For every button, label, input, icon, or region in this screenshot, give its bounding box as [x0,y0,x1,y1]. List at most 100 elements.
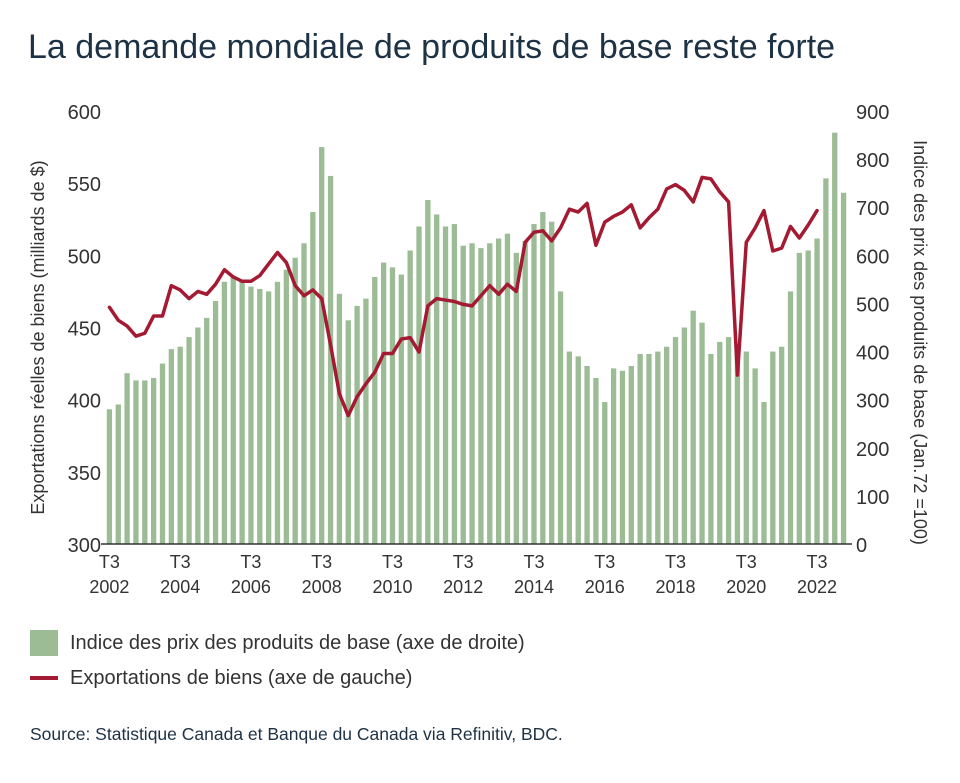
chart-bar [274,281,281,544]
chart-bar [186,337,192,544]
x-tick-label: 2022 [797,577,837,597]
chart-bar [336,293,343,544]
chart-bar [283,269,289,544]
chart-bar [425,200,431,544]
x-tick-label: 2020 [726,577,766,597]
chart-bar [354,305,360,544]
legend-bars-label: Indice des prix des produits de base (ax… [70,631,525,654]
x-tick-label: T3 [99,552,120,572]
chart-bar [434,214,440,544]
chart-bar [133,380,139,544]
chart-bar [796,252,803,544]
chart-bar [708,353,714,544]
chart-bar [690,310,696,544]
chart-bar [531,224,537,544]
x-tick-label: 2016 [585,577,625,597]
chart-bar [115,404,121,544]
x-tick-label: T3 [736,552,757,572]
source-note: Source: Statistique Canada et Banque du … [30,724,563,744]
chart-bar [451,224,458,544]
x-tick-label: 2010 [372,577,412,597]
chart-bar [363,298,369,544]
chart-bar [513,252,519,544]
chart-bar [292,257,298,544]
chart-bar [265,291,272,544]
chart-bar [469,243,475,544]
legend-item-bars: Indice des prix des produits de base (ax… [30,628,525,658]
y-right-tick-label: 600 [856,246,889,268]
legend-line-swatch [30,676,58,680]
x-tick-label: T3 [453,552,474,572]
chart-line-series [107,175,819,418]
legend-item-line: Exportations de biens (axe de gauche) [30,663,412,693]
chart-bar [628,365,634,544]
x-tick-label: T3 [665,552,686,572]
chart-bar [407,250,413,544]
chart-bar [655,351,661,544]
chart-bar [699,322,705,544]
y-left-axis-label: Exportations réelles de biens (milliards… [28,160,48,514]
y-right-tick-label: 300 [856,391,889,413]
chart: 300 350 400 450 500 550 600 0 100 200 300 400 500 600… [28,102,930,597]
chart-bar [814,238,820,545]
chart-bar [195,327,201,544]
x-tick-label: T3 [170,552,191,572]
chart-bar [770,351,776,544]
chart-bar [832,132,838,544]
chart-bar [398,274,404,544]
chart-bar [779,346,785,544]
x-tick-label: 2014 [514,577,554,597]
chart-bar [637,353,643,544]
chart-bar [602,402,608,544]
y-right-tick-label: 200 [856,439,889,461]
x-tick-label: T3 [382,552,403,572]
chart-title: La demande mondiale de produits de base … [28,28,836,66]
y-left-tick-label: 450 [68,319,101,341]
chart-bar [504,233,511,544]
chart-bar [310,212,316,544]
chart-bar [557,291,564,544]
chart-bar [345,320,351,544]
chart-bar [619,370,626,544]
chart-bar [840,192,847,545]
chart-bar [168,349,174,544]
chart-bar [549,221,555,544]
y-right-tick-label: 400 [856,343,889,365]
y-right-tick-label: 800 [856,150,889,172]
chart-bar [646,353,652,544]
x-tick-label: T3 [523,552,544,572]
chart-bar [575,356,581,544]
chart-bar [248,286,254,544]
chart-bar [416,226,422,544]
x-tick-label: T3 [594,552,615,572]
legend-bars-swatch [30,630,58,656]
chart-bar [584,365,590,544]
x-tick-label: 2008 [302,577,342,597]
chart-bar [495,238,502,545]
chart-bar [319,147,325,544]
chart-bar [566,351,573,544]
y-right-tick-label: 0 [856,535,867,557]
x-tick-label: 2018 [655,577,695,597]
x-tick-label: T3 [311,552,332,572]
chart-bar [610,368,617,544]
chart-bar [124,373,130,544]
chart-bar [487,243,493,544]
x-tick-label: 2012 [443,577,483,597]
chart-bar [159,363,166,544]
y-left-tick-label: 550 [68,174,101,196]
chart-bar [212,301,219,544]
x-tick-label: 2002 [89,577,129,597]
chart-bar [460,245,466,544]
y-right-tick-label: 900 [856,102,889,124]
chart-bar [327,175,334,544]
chart-bar [787,291,794,544]
chart-bar [221,281,228,544]
y-left-tick-label: 350 [68,463,101,485]
y-left-tick-label: 500 [68,246,101,268]
chart-bar [593,378,599,544]
chart-bar [142,380,148,544]
chart-bar [522,240,528,544]
chart-bar [805,250,811,544]
chart-bar [743,351,749,544]
